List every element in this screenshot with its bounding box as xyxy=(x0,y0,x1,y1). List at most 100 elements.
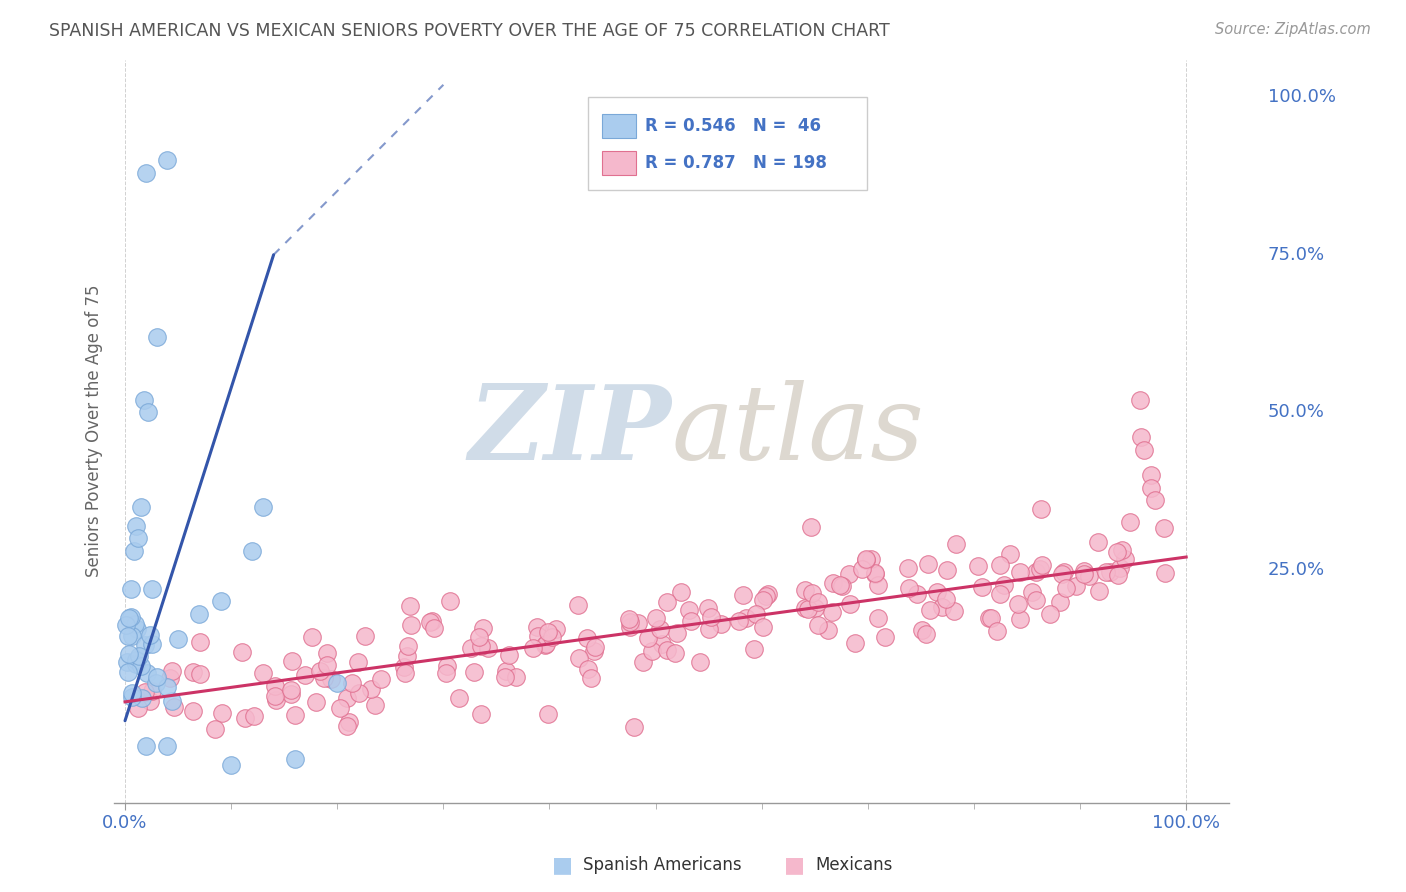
Point xyxy=(167,632,190,646)
Text: R = 0.546   N =  46: R = 0.546 N = 46 xyxy=(645,117,821,135)
Point xyxy=(439,594,461,608)
Point xyxy=(1111,542,1133,557)
Point xyxy=(1054,581,1077,595)
Point xyxy=(134,392,156,407)
Point xyxy=(911,623,934,637)
Point xyxy=(868,578,890,592)
Point xyxy=(1140,468,1163,483)
Point xyxy=(319,672,342,686)
Point xyxy=(337,714,360,729)
Point xyxy=(1064,579,1087,593)
Point xyxy=(460,640,482,655)
Point xyxy=(1008,566,1031,580)
Point xyxy=(998,547,1021,561)
Point xyxy=(463,665,485,679)
Text: Mexicans: Mexicans xyxy=(815,856,893,874)
Point xyxy=(139,628,162,642)
Text: 25.0%: 25.0% xyxy=(1268,560,1324,579)
Point xyxy=(305,695,328,709)
Point xyxy=(1008,611,1031,625)
Point xyxy=(115,655,138,669)
Point xyxy=(986,624,1008,639)
Point xyxy=(758,587,780,601)
Point xyxy=(522,640,544,655)
Point xyxy=(163,699,186,714)
Point xyxy=(280,687,302,701)
Point xyxy=(1114,551,1136,566)
Point xyxy=(579,672,602,686)
Point xyxy=(209,594,232,608)
Point xyxy=(993,578,1015,592)
Point xyxy=(807,618,830,632)
Point xyxy=(124,653,146,667)
Point xyxy=(742,641,765,656)
Point xyxy=(470,639,492,653)
Point xyxy=(436,659,458,673)
Point xyxy=(312,671,335,685)
Bar xyxy=(602,114,636,137)
Point xyxy=(1025,592,1047,607)
Point xyxy=(346,655,368,669)
Point xyxy=(905,587,928,601)
Point xyxy=(1073,565,1095,579)
Text: ZIP: ZIP xyxy=(468,380,672,482)
Point xyxy=(1077,569,1099,583)
Point xyxy=(1053,565,1076,579)
Point xyxy=(128,648,150,663)
Point xyxy=(124,617,146,632)
Point xyxy=(664,646,686,660)
Point xyxy=(204,722,226,736)
Point xyxy=(807,595,830,609)
Point xyxy=(1028,562,1050,576)
Point xyxy=(1025,566,1047,580)
Point xyxy=(641,644,664,658)
Point xyxy=(637,631,659,645)
Point xyxy=(467,630,489,644)
Point xyxy=(131,690,153,705)
Point xyxy=(134,638,156,652)
Point xyxy=(1153,566,1175,580)
Point xyxy=(240,543,263,558)
Point xyxy=(129,500,152,514)
Point xyxy=(284,708,307,723)
Point xyxy=(118,611,141,625)
Point xyxy=(666,626,689,640)
Point xyxy=(188,634,211,648)
Point xyxy=(134,685,156,699)
Point xyxy=(897,561,920,575)
Point xyxy=(498,648,520,663)
Point xyxy=(860,552,883,566)
Point xyxy=(988,587,1011,601)
Point xyxy=(1031,558,1053,573)
Point xyxy=(447,690,470,705)
Point xyxy=(219,757,242,772)
Point xyxy=(631,656,654,670)
Point xyxy=(354,629,377,643)
Point xyxy=(830,577,852,591)
Point xyxy=(537,624,560,639)
Point xyxy=(800,586,823,600)
Point xyxy=(697,600,720,615)
Point xyxy=(316,657,339,672)
Point xyxy=(329,701,352,715)
Point xyxy=(494,670,516,684)
Point xyxy=(697,622,720,636)
Point xyxy=(817,623,839,637)
Point xyxy=(434,665,457,680)
Point xyxy=(927,585,949,599)
Point xyxy=(945,536,967,550)
Point xyxy=(821,575,844,590)
Point xyxy=(396,649,419,664)
Point xyxy=(1130,430,1153,444)
Point xyxy=(243,709,266,723)
Point xyxy=(127,701,149,715)
FancyBboxPatch shape xyxy=(588,96,866,190)
Point xyxy=(159,671,181,685)
Point xyxy=(678,603,700,617)
Point xyxy=(394,659,416,673)
Point xyxy=(655,595,678,609)
Text: 75.0%: 75.0% xyxy=(1268,246,1324,264)
Point xyxy=(863,567,886,582)
Point xyxy=(156,739,179,753)
Text: 100.0%: 100.0% xyxy=(1268,88,1336,106)
